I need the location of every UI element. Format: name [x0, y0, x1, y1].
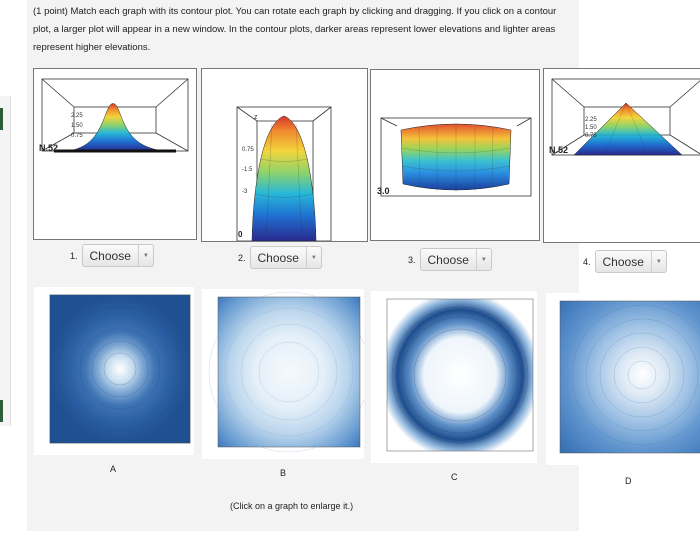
side-scrollbar[interactable] [0, 96, 11, 426]
choose-dropdown-3[interactable]: Choose ▼ [419, 248, 492, 271]
contour-plot-a[interactable] [34, 287, 194, 455]
match-select-4: 4. Choose ▼ [583, 250, 667, 273]
select-value: Choose [89, 248, 131, 263]
chevron-down-icon: ▼ [650, 251, 666, 272]
z-tick: 1.50 [585, 125, 597, 131]
chevron-down-icon: ▼ [137, 245, 153, 266]
z-tick: 2.25 [585, 117, 597, 123]
choose-dropdown-2[interactable]: Choose ▼ [249, 246, 322, 269]
select-value: Choose [257, 250, 299, 265]
instructions-text: (1 point) Match each graph with its cont… [33, 6, 557, 53]
choose-dropdown-4[interactable]: Choose ▼ [594, 250, 667, 273]
side-indicator [0, 108, 3, 130]
z-tick: 0.75 [71, 133, 83, 139]
z-tick: -3 [242, 189, 248, 195]
contour-label: D [625, 476, 632, 486]
z-tick: 0.75 [242, 147, 254, 153]
match-select-1: 1. Choose ▼ [70, 244, 154, 267]
surface-plot-1[interactable]: 2.25 1.50 0.75 N.52 [33, 68, 197, 240]
choose-dropdown-1[interactable]: Choose ▼ [81, 244, 154, 267]
contour-label: A [110, 464, 117, 474]
contour-label: B [280, 468, 287, 478]
match-select-3: 3. Choose ▼ [408, 248, 492, 271]
z-axis-label: z [254, 114, 258, 121]
contour-plot-b[interactable] [202, 289, 364, 459]
axis-label: N.52 [39, 143, 58, 153]
surface-plot-4[interactable]: 2.25 1.50 0.75 N.52 [543, 68, 700, 243]
match-select-2: 2. Choose ▼ [238, 246, 322, 269]
z-tick: 2.25 [71, 113, 83, 119]
select-number: 2. [238, 252, 246, 263]
chevron-down-icon: ▼ [475, 249, 491, 270]
select-number: 1. [70, 250, 78, 261]
select-value: Choose [602, 254, 644, 269]
enlarge-hint: (Click on a graph to enlarge it.) [230, 501, 354, 511]
axis-label: N.52 [549, 145, 568, 155]
z-tick: 1.50 [71, 123, 83, 129]
select-number: 4. [583, 256, 591, 267]
select-value: Choose [427, 252, 469, 267]
side-indicator [0, 400, 3, 422]
contour-plot-d[interactable] [546, 293, 700, 465]
axis-label: 3.0 [377, 186, 390, 196]
axis-label: 0 [238, 230, 243, 239]
contour-label: C [451, 472, 458, 482]
z-tick: -1.5 [242, 167, 253, 173]
contour-plot-c[interactable] [371, 291, 537, 463]
chevron-down-icon: ▼ [305, 247, 321, 268]
surface-plot-3[interactable]: 3.0 [370, 69, 540, 241]
select-number: 3. [408, 254, 416, 265]
z-tick: 0.75 [585, 133, 597, 139]
surface-plot-2[interactable]: z 0.75 -1.5 -3 0 [201, 68, 368, 242]
